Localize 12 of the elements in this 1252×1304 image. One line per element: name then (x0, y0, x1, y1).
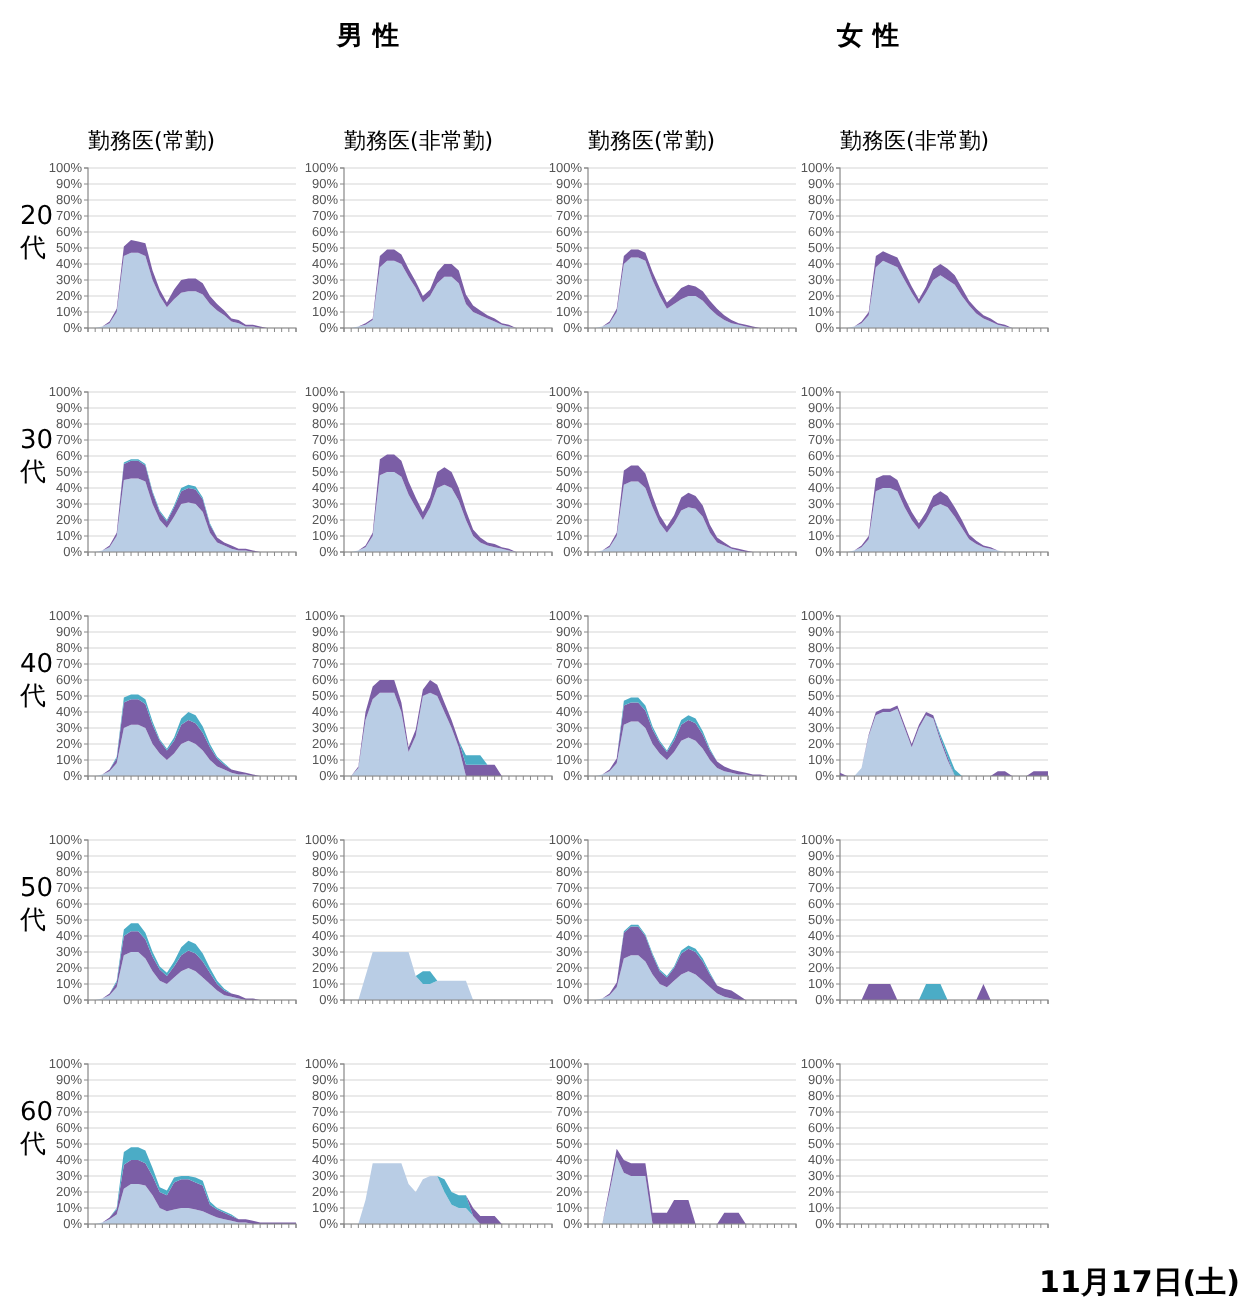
text: 男 性 (335, 22, 399, 52)
text: 女 性 (835, 22, 899, 52)
text: 30代 (18, 426, 54, 488)
text: 11月17日(土) (1039, 1264, 1240, 1300)
chart-title: 勤務医(常勤) (88, 128, 216, 154)
text: 40代 (18, 650, 54, 712)
text: 50代 (18, 874, 54, 936)
chart-title: 勤務医(非常勤) (840, 128, 990, 154)
text: 20代 (18, 202, 54, 264)
chart-title: 勤務医(非常勤) (344, 128, 494, 154)
chart-title: 勤務医(常勤) (588, 128, 716, 154)
text: 60代 (18, 1098, 54, 1160)
